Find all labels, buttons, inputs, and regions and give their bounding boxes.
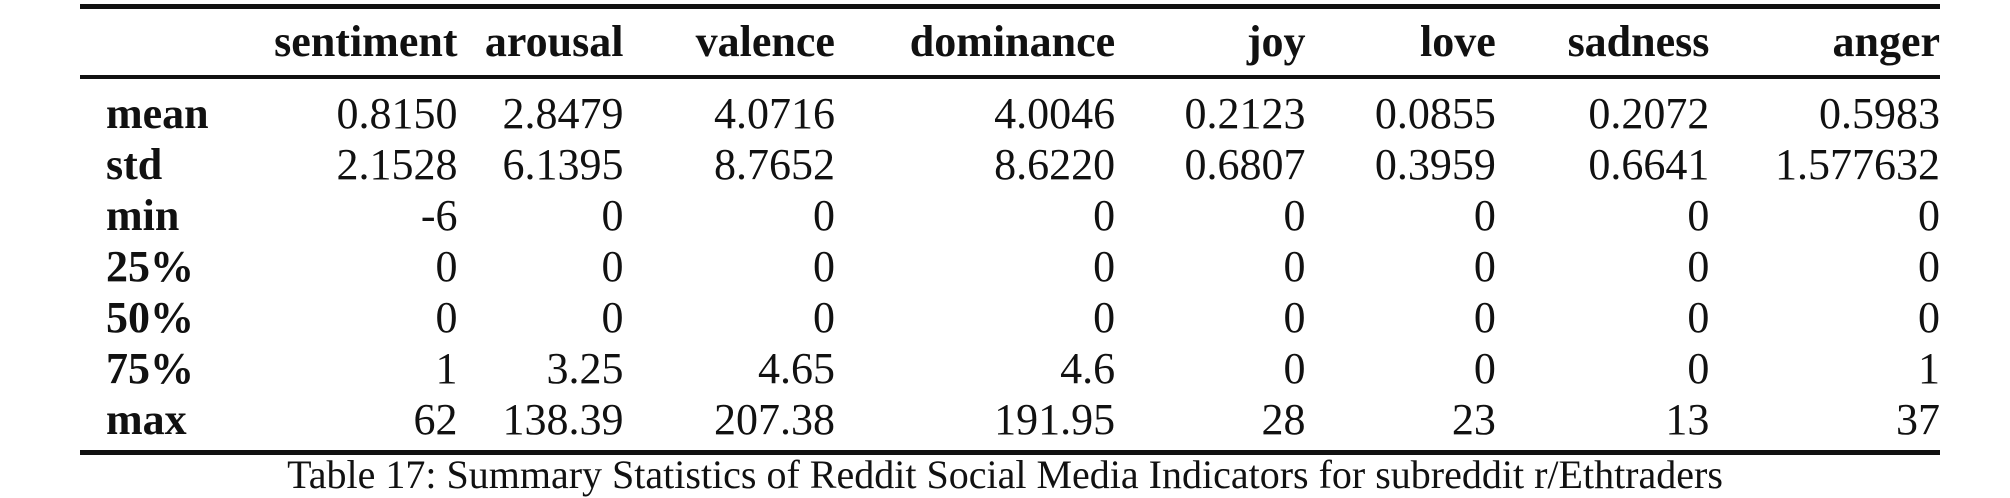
table-cell: 138.39 — [502, 395, 624, 444]
table-cell: 0.0855 — [1374, 89, 1496, 138]
summary-statistics-table-container: sentiment arousal valence dominance joy … — [80, 0, 1940, 445]
table-cell: 37 — [1896, 395, 1940, 444]
table-cell: 3.25 — [546, 344, 624, 393]
table-cell: 1 — [1918, 344, 1940, 393]
table-cell: 28 — [1261, 395, 1306, 444]
table-cell: 0 — [601, 191, 624, 240]
column-header-love: love — [1420, 16, 1496, 66]
table-cell: 0.2123 — [1184, 89, 1306, 138]
table-cell: 207.38 — [713, 395, 835, 444]
column-header-sentiment: sentiment — [274, 16, 458, 66]
column-header-dominance: dominance — [909, 16, 1116, 66]
row-label-max: max — [106, 395, 187, 444]
table-row: mean 0.8150 2.8479 4.0716 4.0046 0.2123 … — [80, 76, 1940, 139]
table-cell: 2.1528 — [336, 140, 458, 189]
table-cell: 0 — [1918, 191, 1940, 240]
table-cell: 0 — [1473, 191, 1496, 240]
table-cell: -6 — [420, 191, 458, 240]
table-cell: 6.1395 — [502, 140, 624, 189]
table-top-rule — [80, 4, 1940, 9]
summary-statistics-table: sentiment arousal valence dominance joy … — [80, 0, 1940, 445]
table-cell: 0.6807 — [1184, 140, 1306, 189]
table-cell: 0 — [1918, 242, 1940, 291]
table-cell: 0 — [1093, 293, 1116, 342]
table-cell: 23 — [1451, 395, 1496, 444]
table-header-rule — [80, 75, 1940, 79]
table-cell: 0.5983 — [1819, 89, 1940, 138]
table-cell: 1 — [435, 344, 458, 393]
table-cell: 0 — [1918, 293, 1940, 342]
table-cell: 0 — [812, 191, 835, 240]
table-row: 50% 0 0 0 0 0 0 0 0 — [80, 292, 1940, 343]
row-label-mean: mean — [106, 89, 209, 138]
table-cell: 0.2072 — [1588, 89, 1710, 138]
table-cell: 4.65 — [757, 344, 835, 393]
table-bottom-rule — [80, 450, 1940, 455]
table-cell: 0 — [812, 242, 835, 291]
table-cell: 0 — [1283, 242, 1306, 291]
row-label-25-percent: 25% — [106, 242, 194, 291]
table-cell: 8.7652 — [713, 140, 835, 189]
column-header-valence: valence — [695, 16, 835, 66]
table-row: std 2.1528 6.1395 8.7652 8.6220 0.6807 0… — [80, 139, 1940, 190]
table-cell: 0.6641 — [1588, 140, 1710, 189]
column-header-anger: anger — [1832, 16, 1940, 66]
table-cell: 4.6 — [1060, 344, 1116, 393]
column-header-arousal: arousal — [484, 16, 624, 66]
table-cell: 0.3959 — [1374, 140, 1496, 189]
table-cell: 62 — [413, 395, 458, 444]
table-row: max 62 138.39 207.38 191.95 28 23 13 37 — [80, 394, 1940, 445]
table-row: 75% 1 3.25 4.65 4.6 0 0 0 1 — [80, 343, 1940, 394]
table-cell: 13 — [1665, 395, 1710, 444]
table-cell: 0 — [435, 293, 458, 342]
row-label-min: min — [106, 191, 180, 240]
column-header-stub — [80, 0, 270, 76]
table-cell: 0 — [1687, 344, 1710, 393]
table-cell: 4.0716 — [713, 89, 835, 138]
table-row: min -6 0 0 0 0 0 0 0 — [80, 190, 1940, 241]
row-label-std: std — [106, 140, 163, 189]
row-label-75-percent: 75% — [106, 344, 194, 393]
table-cell: 0.8150 — [336, 89, 458, 138]
table-cell: 0 — [1687, 191, 1710, 240]
table-cell: 0 — [1473, 344, 1496, 393]
table-row: 25% 0 0 0 0 0 0 0 0 — [80, 241, 1940, 292]
table-cell: 2.8479 — [502, 89, 624, 138]
table-cell: 4.0046 — [994, 89, 1116, 138]
table-cell: 0 — [1687, 293, 1710, 342]
table-cell: 0 — [1093, 242, 1116, 291]
table-cell: 8.6220 — [994, 140, 1116, 189]
table-cell: 0 — [1283, 293, 1306, 342]
table-cell: 0 — [1093, 191, 1116, 240]
table-cell: 0 — [1687, 242, 1710, 291]
table-cell: 0 — [601, 242, 624, 291]
table-cell: 0 — [1283, 344, 1306, 393]
table-cell: 0 — [1473, 293, 1496, 342]
table-cell: 0 — [601, 293, 624, 342]
table-cell: 0 — [435, 242, 458, 291]
table-cell: 1.577632 — [1775, 140, 1940, 189]
table-cell: 0 — [1283, 191, 1306, 240]
table-header-row: sentiment arousal valence dominance joy … — [80, 0, 1940, 76]
table-cell: 191.95 — [994, 395, 1116, 444]
table-caption: Table 17: Summary Statistics of Reddit S… — [287, 452, 1723, 497]
column-header-sadness: sadness — [1567, 16, 1710, 66]
row-label-50-percent: 50% — [106, 293, 194, 342]
table-cell: 0 — [812, 293, 835, 342]
column-header-joy: joy — [1246, 16, 1306, 66]
table-cell: 0 — [1473, 242, 1496, 291]
